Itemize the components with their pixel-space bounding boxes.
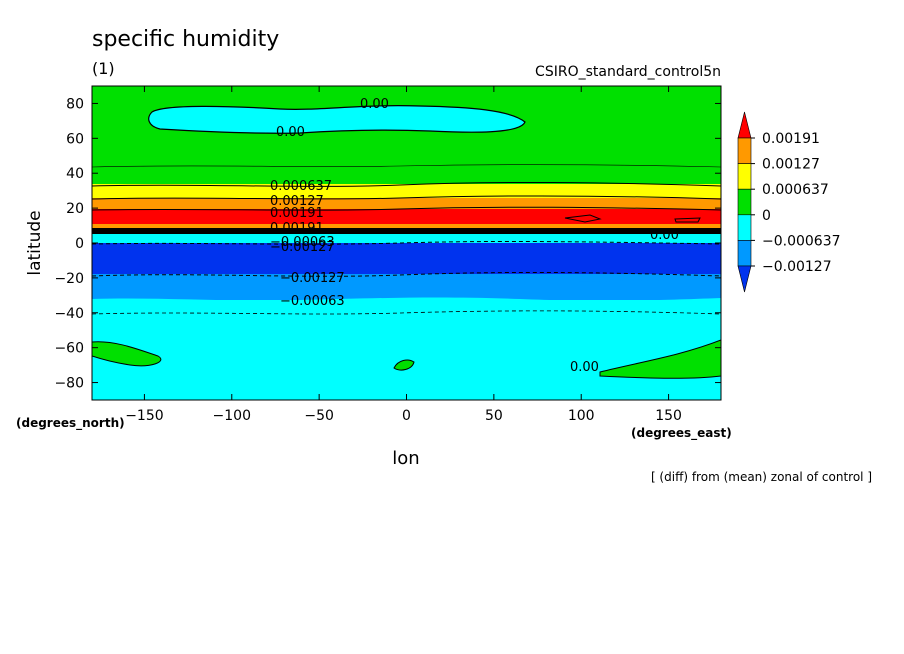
- contour-label: 0.00127: [270, 194, 324, 209]
- y-tick-label: −80: [54, 376, 84, 392]
- band-dense-contours: [92, 228, 721, 234]
- y-tick-label: −40: [54, 306, 84, 322]
- y-units-label: (degrees_north): [16, 416, 125, 431]
- contour-line-s1: [92, 240, 721, 245]
- contour-label: −0.00127: [270, 240, 335, 255]
- contour-line-n2: [92, 181, 721, 187]
- contour-label: 0.00191: [270, 221, 324, 236]
- contour-line-n4: [92, 206, 721, 211]
- y-tick-label: 20: [66, 201, 84, 217]
- south-green-west: [92, 341, 162, 367]
- colorbar-segment: [737, 163, 752, 190]
- y-tick-label: 0: [75, 236, 84, 252]
- chart-subtitle: (1): [92, 59, 115, 78]
- colorbar-segment: [737, 240, 752, 267]
- y-tick-label: 40: [66, 166, 84, 182]
- contour-label: 0.00: [650, 228, 679, 243]
- band-red: [92, 209, 721, 226]
- x-tick-label: −150: [125, 408, 163, 424]
- x-axis-label: lon: [392, 448, 419, 469]
- band-mid-blue-wave: [92, 275, 721, 300]
- x-tick-label: 150: [655, 408, 682, 424]
- footnote: [ (diff) from (mean) zonal of control ]: [651, 470, 872, 484]
- contour-label: −0.00063: [270, 235, 335, 250]
- band-orange-2: [92, 224, 721, 230]
- colorbar-label: 0.000637: [762, 182, 829, 198]
- colorbar-cap-bottom: [737, 265, 752, 293]
- contour-label: 0.00: [276, 125, 305, 140]
- chart-title: specific humidity: [92, 27, 279, 52]
- colorbar-segment: [737, 188, 752, 216]
- band-cyan-wave: [92, 297, 721, 314]
- colorbar-label: 0: [762, 208, 771, 224]
- y-tick-label: −20: [54, 271, 84, 287]
- x-tick-label: 0: [402, 408, 411, 424]
- colorbar-segment: [737, 137, 752, 164]
- north-negative-region: [148, 105, 526, 134]
- colorbar-segment: [737, 214, 752, 241]
- run-label: CSIRO_standard_control5n: [535, 64, 721, 80]
- contour-line-s2: [92, 271, 721, 277]
- contour-labels: 0.00 0.00 0.000637 0.00127 0.00191 0.001…: [270, 97, 679, 375]
- x-tick-label: −100: [213, 408, 251, 424]
- y-axis-label: latitude: [25, 210, 45, 275]
- y-tick-label: 80: [66, 96, 84, 112]
- x-tick-label: 100: [568, 408, 595, 424]
- contour-label: 0.00: [570, 360, 599, 375]
- contour-line-n3: [92, 195, 721, 200]
- colorbar-label: −0.000637: [762, 233, 841, 249]
- y-axis: −80 −60 −40 −20 0 20 40 60 80: [54, 96, 721, 392]
- contour-field: [92, 86, 721, 400]
- colorbar-label: 0.00127: [762, 157, 820, 173]
- south-green-east: [599, 339, 721, 379]
- contour-line-n1: [92, 164, 721, 168]
- band-cyan-equator: [92, 234, 721, 244]
- contour-loop-1: [564, 214, 602, 223]
- contour-label: 0.000637: [270, 179, 332, 194]
- south-green-small: [393, 359, 415, 371]
- contour-label: −0.00127: [280, 271, 345, 286]
- colorbar-cap-top: [737, 111, 752, 139]
- x-tick-label: 50: [485, 408, 503, 424]
- contour-line-s3: [92, 310, 721, 315]
- band-deep-blue: [92, 243, 721, 276]
- colorbar-label: 0.00191: [762, 131, 820, 147]
- colorbar: 0.00191 0.00127 0.000637 0 −0.000637 −0.00127: [737, 111, 841, 293]
- band-north-green: [92, 166, 721, 186]
- y-tick-label: 60: [66, 131, 84, 147]
- y-tick-label: −60: [54, 341, 84, 357]
- x-axis: −150 −100 −50 0 50 100 150: [125, 86, 682, 424]
- contour-label: 0.00: [360, 97, 389, 112]
- x-units-label: (degrees_east): [631, 426, 732, 441]
- x-tick-label: −50: [304, 408, 334, 424]
- band-south-cyan: [92, 298, 721, 400]
- colorbar-label: −0.00127: [762, 259, 832, 275]
- contour-label: 0.00191: [270, 206, 324, 221]
- contour-loop-2: [674, 217, 701, 223]
- contour-label: −0.00063: [280, 294, 345, 309]
